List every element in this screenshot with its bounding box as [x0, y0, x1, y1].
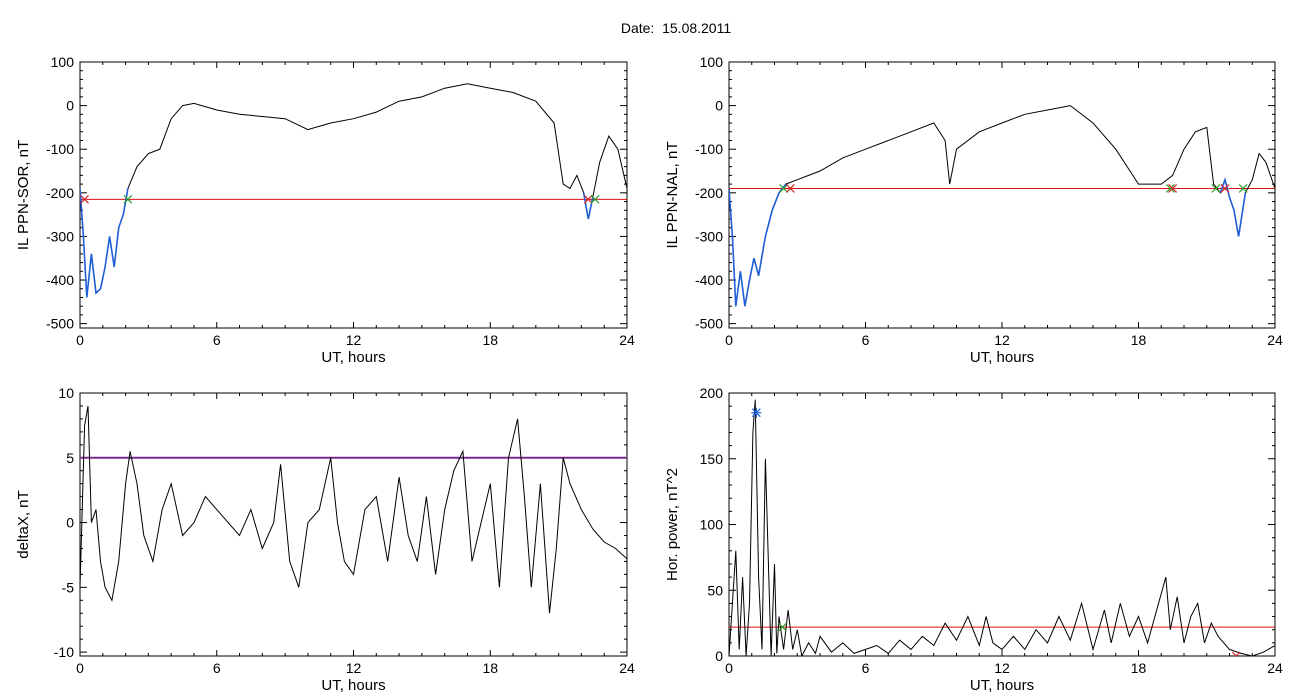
- y-tick-label: -300: [46, 228, 74, 244]
- y-tick-label: 0: [715, 98, 723, 114]
- x-tick-label: 0: [725, 332, 733, 348]
- y-tick-label: 100: [51, 54, 75, 70]
- y-tick-label: 200: [700, 385, 724, 401]
- x-tick-label: 0: [76, 332, 84, 348]
- y-tick-label: -100: [46, 141, 74, 157]
- y-tick-label: -200: [695, 185, 723, 201]
- y-tick-label: 0: [66, 515, 74, 531]
- data-layer: [80, 405, 627, 614]
- marker-x: [779, 184, 789, 193]
- marker-x: [590, 194, 600, 204]
- x-tick-label: 18: [1131, 332, 1147, 348]
- x-tick-label: 24: [619, 660, 635, 676]
- x-tick-label: 6: [213, 332, 221, 348]
- y-tick-label: 0: [715, 648, 723, 664]
- marker-x: [583, 194, 593, 204]
- marker-x: [80, 194, 89, 204]
- marker-x: [786, 184, 795, 193]
- data-layer: [729, 105, 1275, 307]
- plot-frame: [79, 392, 628, 657]
- y-axis-label: deltaX, nT: [15, 490, 32, 558]
- series-line: [729, 105, 1275, 307]
- data-layer: [80, 83, 627, 298]
- data-layer: [729, 399, 1275, 656]
- x-tick-label: 6: [213, 660, 221, 676]
- y-tick-label: 10: [58, 385, 74, 401]
- y-tick-label: -100: [695, 141, 723, 157]
- y-axis-label: Hor. power, nT^2: [664, 468, 681, 581]
- marker-x: [1211, 184, 1221, 193]
- series-line: [80, 83, 627, 298]
- x-tick-label: 6: [862, 332, 870, 348]
- y-tick-label: 5: [66, 450, 74, 466]
- y-tick-label: 100: [700, 517, 724, 533]
- marker-x: [1238, 184, 1248, 193]
- x-tick-label: 24: [1267, 660, 1283, 676]
- x-tick-label: 24: [619, 332, 635, 348]
- marker-x: [1165, 184, 1175, 193]
- plot-frame: [79, 61, 628, 329]
- marker-x: [1168, 184, 1178, 193]
- y-axis-label: IL PPN-SOR, nT: [15, 140, 32, 250]
- y-tick-label: -500: [695, 316, 723, 332]
- y-tick-label: -300: [695, 228, 723, 244]
- highlight-segment: [80, 188, 129, 298]
- x-tick-label: 12: [994, 332, 1010, 348]
- x-axis-label: UT, hours: [321, 677, 385, 694]
- x-axis-label: UT, hours: [321, 349, 385, 366]
- x-tick-label: 18: [1131, 660, 1147, 676]
- y-tick-label: 0: [66, 98, 74, 114]
- x-tick-label: 12: [994, 660, 1010, 676]
- marker-x: [1220, 184, 1230, 193]
- x-tick-label: 12: [346, 660, 362, 676]
- x-tick-label: 0: [76, 660, 84, 676]
- marker-x: [1231, 651, 1241, 656]
- x-tick-label: 12: [346, 332, 362, 348]
- panel-power: 0 6 12 18 24 0 50 100 150 200 UT, hours Hor. power,…: [664, 385, 1283, 694]
- y-tick-label: -500: [46, 316, 74, 332]
- x-axis-label: UT, hours: [970, 677, 1034, 694]
- y-tick-label: -10: [54, 644, 74, 660]
- y-tick-label: 50: [707, 582, 723, 598]
- x-axis-label: UT, hours: [970, 349, 1034, 366]
- x-tick-label: 6: [862, 660, 870, 676]
- panel-sor: 0 6 12 18 24 -500 -400 -300 -200 -100 0 100 UT, hour…: [15, 54, 635, 366]
- marker-x: [778, 622, 787, 632]
- y-axis-label: IL PPN-NAL, nT: [664, 142, 681, 249]
- figure-title: Date: 15.08.2011: [620, 20, 732, 36]
- x-tick-label: 0: [725, 660, 733, 676]
- highlight-segment: [729, 183, 787, 307]
- series-line: [80, 405, 627, 614]
- x-tick-label: 18: [482, 660, 498, 676]
- marker-asterisk: [751, 407, 762, 418]
- y-tick-label: -200: [46, 185, 74, 201]
- x-tick-label: 24: [1267, 332, 1283, 348]
- plot-frame: [728, 61, 1276, 329]
- panel-deltax: 0 6 12 18 24 -10 -5 0 5 10 UT, hours deltaX, nT: [15, 385, 635, 694]
- highlight-segment: [1219, 176, 1247, 237]
- y-tick-label: 150: [700, 451, 724, 467]
- x-tick-label: 18: [482, 332, 498, 348]
- series-line: [729, 399, 1275, 656]
- y-tick-label: -400: [46, 272, 74, 288]
- y-tick-label: -5: [62, 579, 75, 595]
- marker-x: [123, 194, 133, 204]
- y-tick-label: 100: [700, 54, 724, 70]
- plot-frame: [728, 392, 1276, 657]
- panel-nal: 0 6 12 18 24 -500 -400 -300 -200 -100 0 100 UT, hour…: [664, 54, 1283, 366]
- y-tick-label: -400: [695, 272, 723, 288]
